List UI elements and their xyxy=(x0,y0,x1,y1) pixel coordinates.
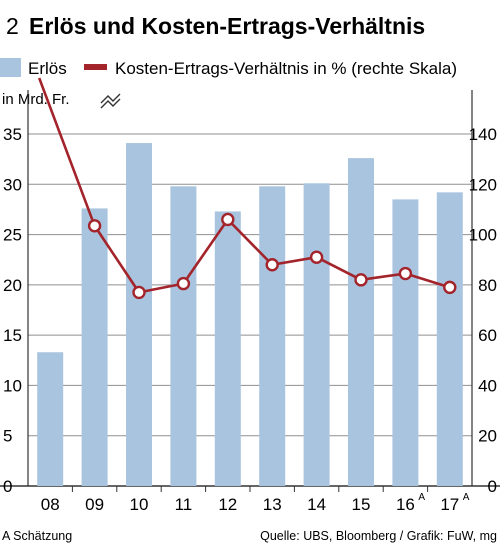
left-tick-label: 25 xyxy=(3,226,22,245)
legend-label-ratio: Kosten-Ertrags-Verhältnis in % (rechte S… xyxy=(115,59,457,78)
left-tick-label: 15 xyxy=(3,326,22,345)
legend-swatch-ratio xyxy=(84,64,107,70)
bar-series-erloes xyxy=(37,143,463,486)
x-tick-label: 10 xyxy=(130,495,149,514)
ratio-point xyxy=(176,276,191,291)
chart-title: Erlös und Kosten-Ertrags-Verhältnis xyxy=(29,13,425,39)
x-tick-label: 15 xyxy=(352,495,371,514)
bar xyxy=(214,211,241,486)
bar xyxy=(392,199,419,486)
x-tick-label: 17 xyxy=(440,495,459,514)
left-tick-label: 35 xyxy=(3,125,22,144)
x-tick-label: 12 xyxy=(218,495,237,514)
bar xyxy=(170,186,197,486)
ratio-point xyxy=(87,219,102,233)
gridlines xyxy=(0,90,500,492)
line-series-ratio xyxy=(37,77,457,300)
left-tick-label: 20 xyxy=(3,276,22,295)
x-tick-label: 14 xyxy=(307,495,326,514)
x-tick-superscript: A xyxy=(418,492,425,503)
axis-break-icon xyxy=(100,93,121,109)
ratio-point xyxy=(398,266,413,281)
figure-number: 2 xyxy=(6,13,19,39)
ratio-point xyxy=(309,250,324,264)
bar xyxy=(436,192,463,486)
left-axis-ticks: 0 5 10 15 20 25 30 35 xyxy=(3,125,22,496)
x-tick-label: 08 xyxy=(41,495,60,514)
legend: Erlös Kosten-Ertrags-Verhältnis in % (re… xyxy=(0,58,457,78)
bar xyxy=(259,186,286,486)
right-tick-label: 100 xyxy=(469,226,497,245)
right-tick-label: 140 xyxy=(469,125,497,144)
left-tick-label: 30 xyxy=(3,175,22,194)
right-tick-label: 120 xyxy=(469,175,497,194)
right-tick-label: 60 xyxy=(478,326,497,345)
right-tick-label: 20 xyxy=(478,427,497,446)
x-tick-label: 16 xyxy=(396,495,415,514)
right-axis-ticks: 0 20 40 60 80 100 120 140 xyxy=(469,125,497,496)
ratio-point xyxy=(221,212,235,227)
ratio-point xyxy=(354,273,368,287)
legend-swatch-erloes xyxy=(0,58,21,77)
left-tick-label: 5 xyxy=(3,427,12,446)
bar xyxy=(303,183,330,486)
footnote: A Schätzung xyxy=(2,529,72,543)
bar xyxy=(37,352,64,486)
x-tick-label: 09 xyxy=(85,495,104,514)
ratio-point xyxy=(265,258,279,272)
bar xyxy=(348,158,374,486)
right-tick-label: 0 xyxy=(488,477,497,496)
legend-label-erloes: Erlös xyxy=(28,59,67,78)
x-tick-superscript: A xyxy=(463,492,470,503)
ratio-point xyxy=(443,280,457,295)
right-tick-label: 40 xyxy=(478,376,497,395)
ratio-point xyxy=(132,285,146,300)
source-credit: Quelle: UBS, Bloomberg / Grafik: FuW, mg xyxy=(260,529,497,543)
left-tick-label: 10 xyxy=(3,376,22,395)
left-axis-unit: in Mrd. Fr. xyxy=(2,91,70,108)
x-tick-label: 13 xyxy=(263,495,282,514)
x-tick-label: 11 xyxy=(175,495,193,514)
ratio-line xyxy=(37,77,451,294)
bar xyxy=(126,143,152,486)
bar xyxy=(81,208,108,486)
x-axis-ticks: 08 09 10 11 12 13 14 15 16 A 17 A xyxy=(41,492,470,514)
left-tick-label: 0 xyxy=(3,477,12,496)
right-tick-label: 80 xyxy=(478,276,497,295)
